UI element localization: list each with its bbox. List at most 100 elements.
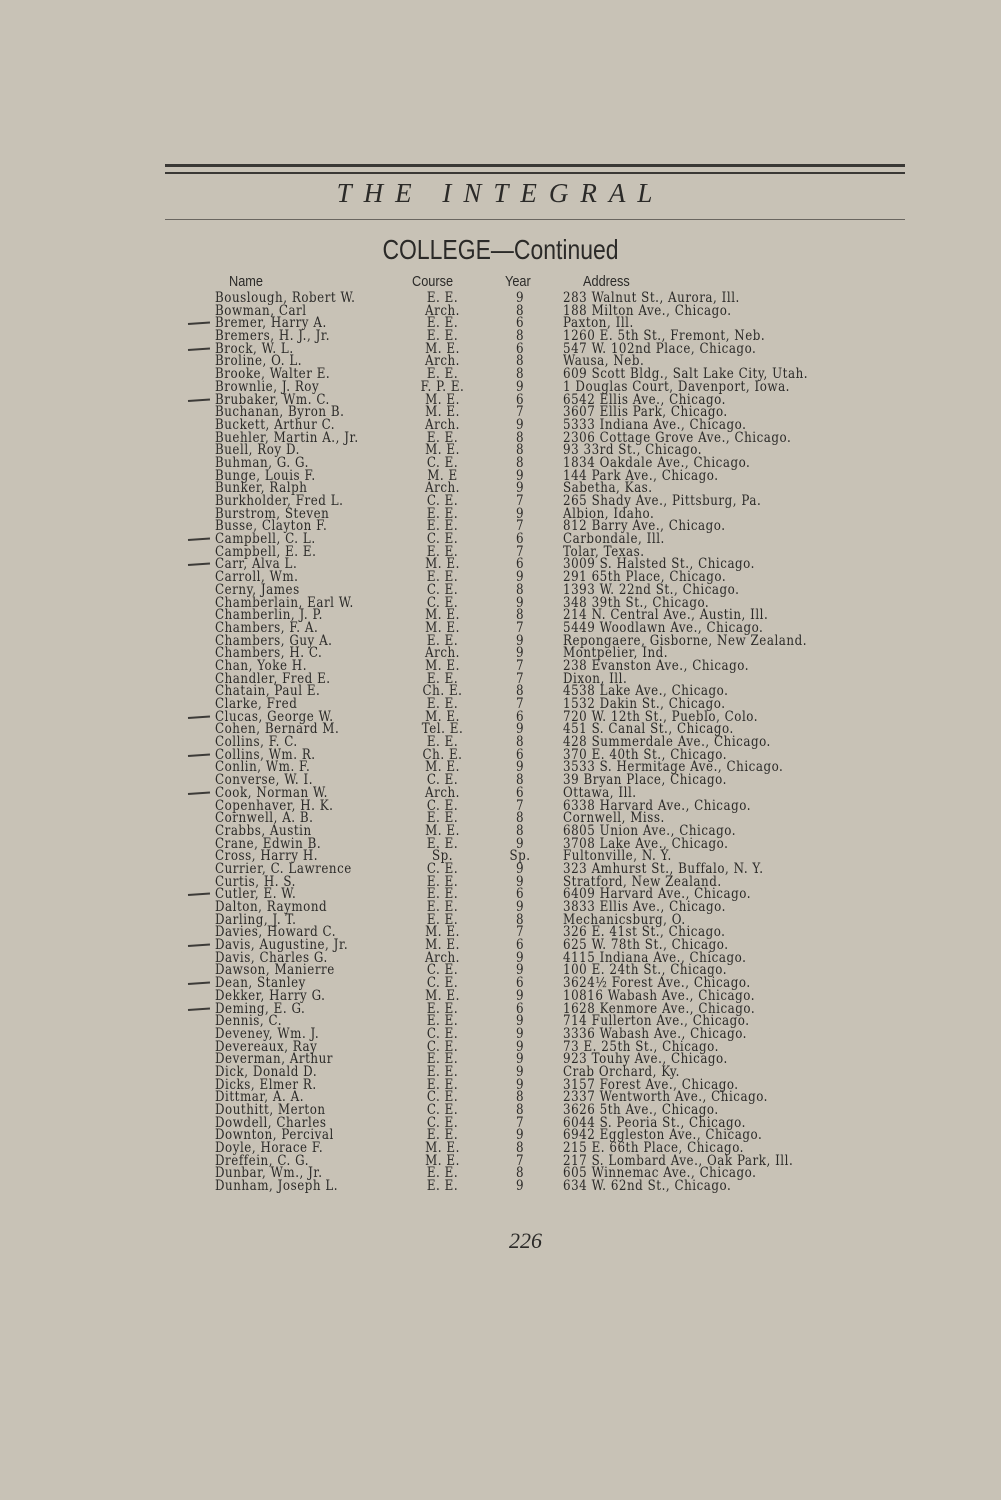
year: 9 (515, 949, 525, 966)
course: E. E. (426, 899, 459, 915)
address: 625 W. 78th St., Chicago. (563, 937, 729, 954)
course: M. E. (425, 924, 460, 941)
student-name: Douthitt, Merton (215, 1102, 326, 1118)
course: M. E. (425, 607, 460, 624)
address: Dixon, Ill. (563, 670, 628, 687)
address: 5333 Indiana Ave., Chicago. (563, 416, 747, 433)
course: C. E. (426, 531, 459, 548)
address: 6942 Eggleston Ave., Chicago. (563, 1127, 763, 1144)
course: E. E. (426, 1051, 459, 1068)
handwritten-check-mark-icon (187, 715, 210, 719)
year: 7 (515, 924, 525, 941)
table-row: Chan, Yoke H. M. E. 7 238 Evanston Ave., Ch… (0, 657, 1001, 674)
course: C. E. (426, 860, 459, 877)
student-name: Dennis, C. (215, 1013, 283, 1030)
page-number: 226 (509, 1228, 542, 1253)
table-row: Cutler, E. W. E. E. 6 6409 Harvard Ave., Ch… (0, 888, 1001, 901)
student-name: Brubaker, Wm. C. (215, 391, 330, 408)
table-row: Brownlie, J. Roy F. P. E. 9 1 Douglas Court… (0, 378, 1001, 395)
table-row: Douthitt, Merton C. E. 8 3626 5th Ave., Chi… (0, 1102, 1001, 1118)
student-name: Brooke, Walter E. (215, 366, 331, 383)
student-name: Cohen, Bernard M. (215, 721, 340, 738)
student-name: Clucas, George W. (215, 708, 334, 725)
student-name: Dunham, Joseph L. (215, 1178, 339, 1195)
address: 634 W. 62nd St., Chicago. (563, 1178, 732, 1195)
student-name: Dawson, Manierre (215, 962, 335, 979)
address: 812 Barry Ave., Chicago. (563, 518, 726, 535)
address: 6338 Harvard Ave., Chicago. (563, 797, 752, 814)
year: 9 (515, 1038, 525, 1055)
address: 323 Amhurst St., Buffalo, N. Y. (563, 860, 764, 877)
table-row: Chamberlain, Earl W. C. E. 9 348 39th St., … (0, 596, 1001, 610)
year: 7 (515, 518, 525, 535)
address: Albion, Idaho. (563, 505, 655, 522)
table-row: Buckett, Arthur C. Arch. 9 5333 Indiana Ave… (0, 416, 1001, 433)
address: 6805 Union Ave., Chicago. (563, 822, 737, 839)
student-name: Campbell, C. L. (215, 531, 316, 548)
year: 6 (515, 340, 525, 357)
year: 9 (515, 416, 525, 433)
student-name: Bremers, H. J., Jr. (215, 328, 331, 345)
course: Arch. (425, 302, 460, 319)
year: 8 (515, 581, 525, 598)
course: Arch. (425, 645, 460, 662)
handwritten-check-mark-icon (187, 943, 210, 947)
address: 291 65th Place, Chicago. (563, 569, 727, 586)
table-row: Cerny, James C. E. 8 1393 W. 22nd St., Chic… (0, 581, 1001, 598)
course: E. E. (426, 886, 459, 903)
course: M. E. (425, 619, 460, 636)
address: 2337 Wentworth Ave., Chicago. (563, 1089, 768, 1106)
table-row: Collins, F. C. E. E. 8 428 Summerdale Ave.,… (0, 734, 1001, 751)
student-name: Cross, Harry H. (215, 848, 319, 865)
course: Arch. (425, 784, 460, 801)
table-row: Carroll, Wm. E. E. 9 291 65th Place, Chicag… (0, 571, 1001, 584)
student-name: Bouslough, Robert W. (215, 290, 356, 306)
header-rule-thin (165, 172, 905, 174)
student-name: Chatain, Paul E. (215, 683, 321, 700)
year: 9 (515, 873, 525, 890)
address: 215 E. 66th Place, Chicago. (563, 1140, 744, 1157)
table-row: Copenhaver, H. K. C. E. 7 6338 Harvard Ave.… (0, 797, 1001, 814)
table-row: Cohen, Bernard M. Tel. E. 9 451 S. Canal St… (0, 723, 1001, 736)
year: Sp. (509, 848, 531, 865)
student-name: Chan, Yoke H. (215, 657, 308, 674)
course: Arch. (425, 416, 460, 433)
year: 6 (515, 708, 525, 725)
year: 9 (515, 378, 525, 395)
address: Crab Orchard, Ky. (563, 1063, 680, 1080)
year: 6 (515, 746, 525, 763)
address: 605 Winnemac Ave., Chicago. (563, 1165, 757, 1182)
course: E. E. (426, 315, 459, 332)
table-row: Bunge, Louis F. M. E 9 144 Park Ave., Chica… (0, 469, 1001, 483)
address: Repongaere, Gisborne, New Zealand. (563, 632, 808, 649)
table-row: Dunbar, Wm., Jr. E. E. 8 605 Winnemac Ave.,… (0, 1167, 1001, 1180)
student-name: Cook, Norman W. (215, 784, 328, 801)
course: Arch. (425, 353, 460, 370)
course: C. E. (426, 1038, 459, 1055)
table-row: Dreffein, C. G. M. E. 7 217 S. Lombard Ave.… (0, 1154, 1001, 1168)
address: 3336 Wabash Ave., Chicago. (563, 1025, 747, 1042)
year: 7 (515, 657, 525, 674)
student-name: Dunbar, Wm., Jr. (215, 1165, 323, 1182)
table-row: Currier, C. Lawrence C. E. 9 323 Amhurst St… (0, 860, 1001, 877)
course: M. E. (425, 556, 460, 573)
student-name: Chambers, F. A. (215, 619, 319, 636)
student-name: Darling, J. T. (215, 911, 297, 928)
year: 6 (515, 886, 525, 903)
address: 1834 Oakdale Ave., Chicago. (563, 454, 751, 471)
course: E. E. (426, 1013, 459, 1030)
course: M. E. (425, 708, 460, 725)
course: C. E. (426, 581, 459, 598)
address: 428 Summerdale Ave., Chicago. (563, 734, 771, 751)
course: Ch. E. (422, 683, 463, 700)
column-header-address: Address (583, 273, 630, 290)
course: E. E. (426, 1165, 459, 1182)
address: 214 N. Central Ave., Austin, Ill. (563, 607, 769, 624)
year: 8 (515, 1140, 525, 1157)
student-name: Bowman, Carl (215, 302, 307, 319)
address: 451 S. Canal St., Chicago. (563, 721, 734, 738)
address: 100 E. 24th St., Chicago. (563, 962, 728, 979)
course: M. E. (425, 340, 460, 357)
table-row: Davies, Howard C. M. E. 7 326 E. 41st St., … (0, 926, 1001, 939)
address: 326 E. 41st St., Chicago. (563, 924, 726, 941)
